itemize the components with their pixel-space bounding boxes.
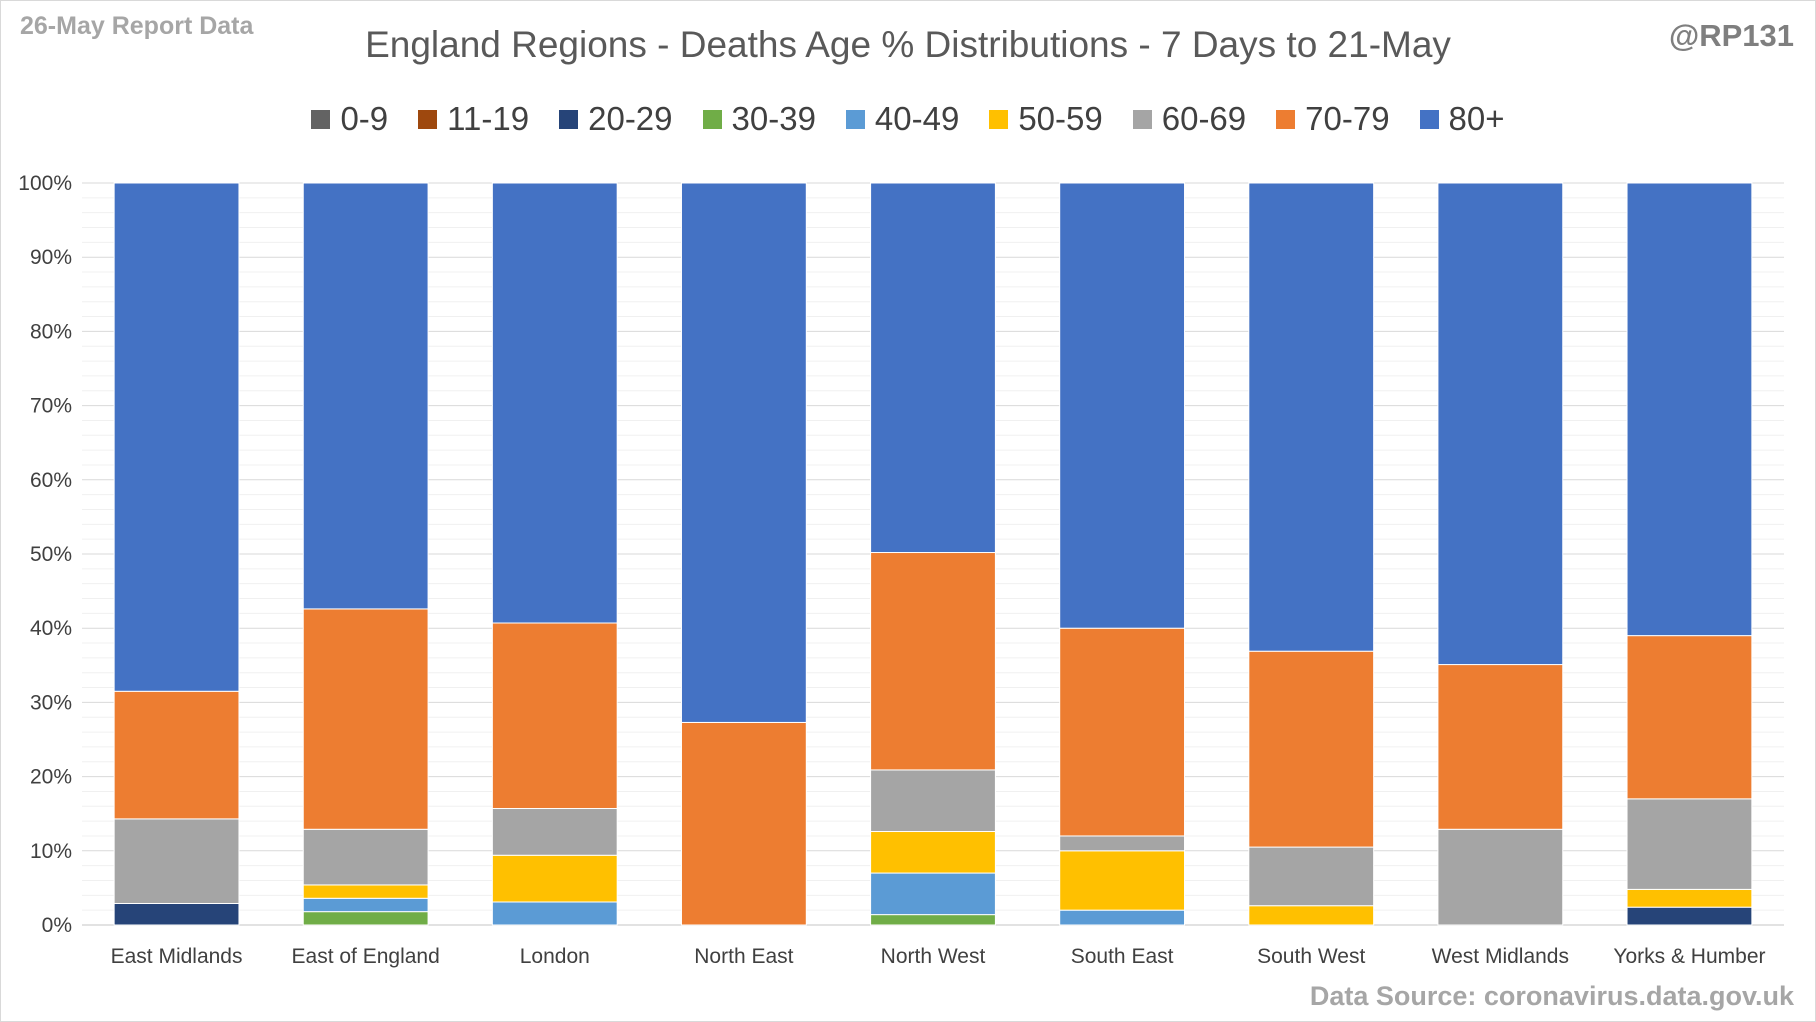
- y-tick-label: 40%: [30, 617, 72, 640]
- legend-label: 30-39: [731, 100, 816, 137]
- bar-segment-50-59: [1059, 850, 1186, 911]
- report-date-label: 26-May Report Data: [20, 12, 254, 40]
- bar-segment-60-69: [1626, 798, 1753, 890]
- bar-segment-50-59: [870, 831, 996, 874]
- bar-segment-50-59: [302, 884, 429, 899]
- legend-label: 0-9: [340, 100, 389, 137]
- bar-segment-60-69: [1059, 835, 1186, 852]
- y-tick-label: 70%: [30, 395, 72, 418]
- bar-segment-50-59: [491, 854, 618, 903]
- y-tick-label: 10%: [30, 840, 72, 863]
- legend-swatch: [989, 109, 1009, 129]
- legend-label: 50-59: [1018, 100, 1103, 137]
- bar-segment-80+: [491, 182, 618, 624]
- bar-segment-60-69: [302, 828, 429, 886]
- y-tick-label: 60%: [30, 469, 72, 492]
- data-source-note: Data Source: coronavirus.data.gov.uk: [1309, 981, 1794, 1011]
- legend-label: 11-19: [447, 100, 530, 137]
- legend-item: 50-59: [989, 100, 1103, 138]
- bar-segment-60-69: [113, 818, 240, 904]
- bar-segment-40-49: [302, 897, 429, 913]
- legend-swatch: [1419, 109, 1439, 129]
- x-tick-label: North West: [881, 945, 986, 968]
- bar-segment-70-79: [302, 608, 429, 830]
- bar-segment-70-79: [680, 721, 807, 926]
- bar-segment-80+: [1059, 182, 1186, 629]
- bar-segment-80+: [1626, 182, 1753, 637]
- y-tick-label: 90%: [30, 246, 72, 269]
- bar-segment-60-69: [1437, 828, 1564, 926]
- bar-segment-70-79: [1626, 635, 1753, 800]
- legend-label: 40-49: [874, 100, 960, 137]
- x-tick-label: Yorks & Humber: [1613, 945, 1765, 968]
- legend-swatch: [559, 109, 579, 129]
- bar-segment-60-69: [1248, 846, 1375, 907]
- y-tick-label: 50%: [30, 543, 72, 566]
- chart-title: England Regions - Deaths Age % Distribut…: [365, 24, 1451, 65]
- legend-swatch: [418, 109, 438, 129]
- bar-segment-30-39: [870, 914, 996, 926]
- bar-segment-80+: [113, 182, 240, 692]
- bar-segment-40-49: [491, 901, 618, 926]
- legend-swatch: [311, 109, 331, 129]
- legend-item: 11-19: [418, 100, 529, 138]
- y-tick-label: 20%: [30, 766, 72, 789]
- legend-label: 20-29: [588, 100, 673, 137]
- legend-item: 60-69: [1132, 100, 1247, 138]
- x-tick-label: West Midlands: [1432, 945, 1569, 968]
- bar-segment-70-79: [1059, 627, 1186, 837]
- bar-segment-60-69: [870, 769, 996, 833]
- bar-segment-80+: [302, 182, 429, 610]
- x-tick-label: South East: [1071, 945, 1174, 968]
- legend-swatch: [1276, 109, 1296, 129]
- y-tick-label: 100%: [18, 172, 72, 195]
- y-tick-label: 0%: [42, 914, 72, 937]
- x-tick-label: London: [520, 945, 590, 968]
- bar-segment-20-29: [113, 902, 240, 926]
- legend-item: 70-79: [1276, 100, 1390, 138]
- author-handle: @RP131: [1668, 18, 1794, 53]
- bar-segment-30-39: [302, 911, 429, 926]
- bar-segment-70-79: [491, 622, 618, 810]
- y-tick-label: 30%: [30, 691, 72, 714]
- legend-item: 30-39: [702, 100, 816, 138]
- legend-item: 40-49: [845, 100, 960, 138]
- bar-segment-40-49: [1059, 909, 1186, 926]
- legend-swatch: [702, 109, 722, 129]
- bar-segment-60-69: [491, 808, 618, 856]
- x-tick-label: East of England: [292, 945, 440, 968]
- x-tick-label: East Midlands: [111, 945, 243, 968]
- bar-segment-80+: [1437, 182, 1564, 666]
- x-tick-label: South West: [1257, 945, 1365, 968]
- bar-segment-40-49: [870, 872, 996, 916]
- legend-item: 0-9: [311, 100, 388, 138]
- bar-segment-80+: [870, 182, 996, 554]
- bar-segment-70-79: [1437, 664, 1564, 830]
- legend-swatch: [1132, 109, 1152, 129]
- chart-legend: 0-9 11-19 20-29 30-39 40-49 50-59 60-69 70-79 80…: [0, 100, 1816, 138]
- bar-segment-80+: [1248, 182, 1375, 652]
- bar-segment-50-59: [1248, 905, 1375, 926]
- bar-segment-70-79: [113, 690, 240, 820]
- bar-segment-80+: [680, 182, 807, 723]
- bar-segment-20-29: [1626, 906, 1753, 926]
- y-tick-label: 80%: [30, 320, 72, 343]
- x-tick-label: North East: [694, 945, 793, 968]
- legend-item: 20-29: [559, 100, 673, 138]
- legend-label: 70-79: [1305, 100, 1390, 137]
- bar-segment-70-79: [1248, 650, 1375, 848]
- legend-label: 80+: [1448, 100, 1505, 137]
- bar-segment-70-79: [870, 552, 996, 771]
- legend-swatch: [845, 109, 865, 129]
- legend-item: 80+: [1419, 100, 1505, 138]
- legend-label: 60-69: [1161, 100, 1247, 137]
- bar-segment-50-59: [1626, 888, 1753, 908]
